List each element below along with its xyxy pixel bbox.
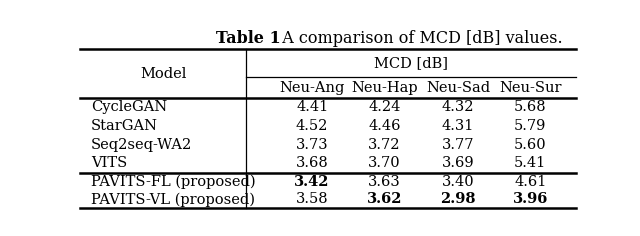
Text: 4.46: 4.46: [368, 119, 401, 133]
Text: 5.79: 5.79: [514, 119, 547, 133]
Text: PAVITS-FL (proposed): PAVITS-FL (proposed): [91, 174, 255, 189]
Text: 3.40: 3.40: [442, 175, 474, 189]
Text: . A comparison of MCD [dB] values.: . A comparison of MCD [dB] values.: [273, 30, 563, 47]
Text: 5.68: 5.68: [514, 100, 547, 114]
Text: 4.31: 4.31: [442, 119, 474, 133]
Text: CycleGAN: CycleGAN: [91, 100, 167, 114]
Text: 3.42: 3.42: [294, 175, 330, 189]
Text: Neu-Sad: Neu-Sad: [426, 81, 490, 95]
Text: Neu-Hap: Neu-Hap: [351, 81, 418, 95]
Text: Neu-Sur: Neu-Sur: [499, 81, 562, 95]
Text: 3.62: 3.62: [367, 192, 403, 206]
Text: Neu-Ang: Neu-Ang: [280, 81, 345, 95]
Text: VITS: VITS: [91, 156, 127, 170]
Text: 3.63: 3.63: [368, 175, 401, 189]
Text: StarGAN: StarGAN: [91, 119, 158, 133]
Text: 3.77: 3.77: [442, 138, 474, 152]
Text: 5.60: 5.60: [514, 138, 547, 152]
Text: Seq2seq-WA2: Seq2seq-WA2: [91, 138, 192, 152]
Text: MCD [dB]: MCD [dB]: [374, 56, 448, 70]
Text: 3.72: 3.72: [368, 138, 401, 152]
Text: 4.52: 4.52: [296, 119, 328, 133]
Text: PAVITS-VL (proposed): PAVITS-VL (proposed): [91, 192, 255, 206]
Text: 5.41: 5.41: [515, 156, 547, 170]
Text: Model: Model: [140, 67, 186, 81]
Text: 4.41: 4.41: [296, 100, 328, 114]
Text: Table 1: Table 1: [216, 30, 281, 47]
Text: 4.24: 4.24: [369, 100, 401, 114]
Text: 4.61: 4.61: [514, 175, 547, 189]
Text: 3.96: 3.96: [513, 192, 548, 206]
Text: 3.68: 3.68: [296, 156, 328, 170]
Text: 3.70: 3.70: [368, 156, 401, 170]
Text: 3.69: 3.69: [442, 156, 474, 170]
Text: 3.73: 3.73: [296, 138, 328, 152]
Text: 3.58: 3.58: [296, 192, 328, 206]
Text: 2.98: 2.98: [440, 192, 476, 206]
Text: 4.32: 4.32: [442, 100, 474, 114]
